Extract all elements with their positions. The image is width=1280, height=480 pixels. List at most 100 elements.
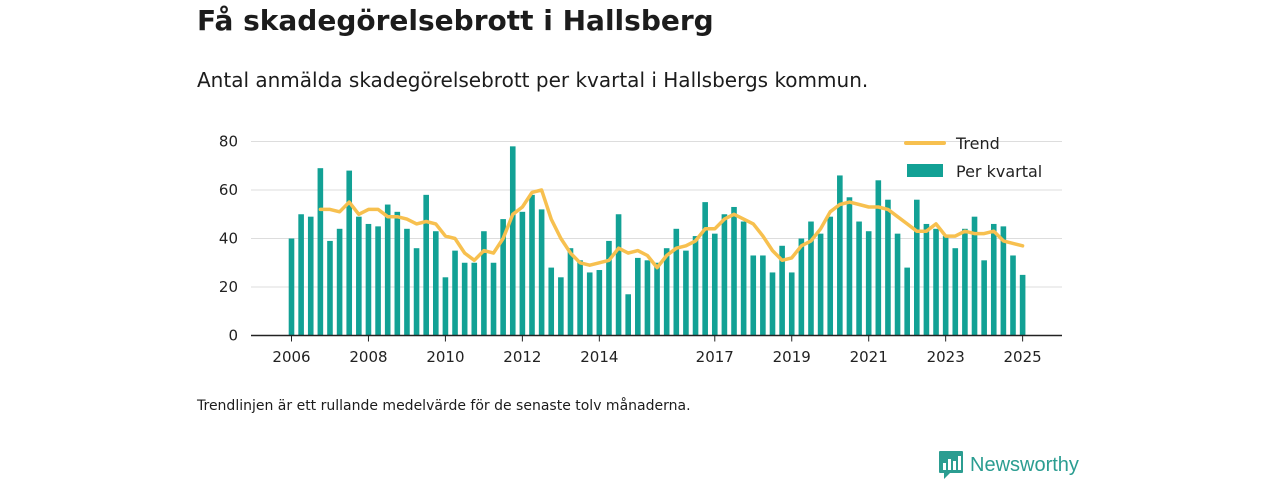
y-tick-label: 20 — [219, 278, 238, 296]
bar — [356, 216, 362, 336]
bar — [577, 260, 583, 336]
bar — [894, 233, 901, 336]
y-tick-label: 80 — [219, 133, 238, 151]
bar — [298, 214, 304, 336]
bar — [548, 267, 555, 336]
bar — [586, 272, 593, 336]
bar — [471, 262, 478, 336]
bar — [885, 199, 891, 336]
bar — [1019, 274, 1026, 336]
x-tick-label: 2017 — [696, 348, 734, 366]
bar — [365, 223, 372, 336]
bar — [654, 262, 660, 336]
chart-subtitle: Antal anmälda skadegörelsebrott per kvar… — [197, 68, 869, 92]
bar — [981, 260, 987, 336]
bar — [904, 267, 910, 336]
bar — [769, 272, 776, 336]
bar — [1000, 226, 1007, 336]
bar — [865, 231, 872, 336]
brand-name: Newsworthy — [970, 453, 1079, 476]
bar — [856, 221, 862, 336]
bar — [933, 228, 939, 336]
bar — [423, 194, 429, 336]
bar — [519, 211, 526, 336]
bar — [923, 223, 930, 336]
legend-trend-label: Trend — [955, 134, 1000, 153]
bar — [971, 216, 978, 336]
bar — [798, 238, 805, 336]
bar — [375, 226, 381, 336]
x-tick-label: 2021 — [850, 348, 888, 366]
bar — [692, 236, 699, 336]
bar — [817, 233, 824, 336]
x-tick-label: 2012 — [503, 348, 541, 366]
bar — [952, 248, 959, 336]
bar — [500, 219, 506, 336]
bar — [740, 221, 747, 336]
legend-bars-swatch — [907, 164, 943, 177]
x-tick-label: 2023 — [927, 348, 965, 366]
bar — [731, 206, 737, 336]
bar — [413, 248, 420, 336]
bar — [481, 231, 487, 336]
bar — [875, 180, 882, 336]
bar — [721, 214, 728, 336]
bar — [962, 228, 968, 336]
brand-logo: Newsworthy — [938, 450, 1079, 480]
bar — [827, 216, 834, 336]
bar — [711, 233, 718, 336]
bar — [635, 257, 641, 336]
x-tick-label: 2010 — [426, 348, 464, 366]
bar — [384, 204, 391, 336]
bar — [433, 231, 439, 336]
x-tick-label: 2008 — [349, 348, 387, 366]
bar — [327, 240, 333, 336]
legend-bars-label: Per kvartal — [956, 162, 1042, 181]
bar — [596, 270, 603, 336]
bar — [779, 245, 785, 336]
bar — [1010, 255, 1016, 336]
bar — [644, 260, 651, 336]
bar — [346, 170, 353, 336]
bar — [808, 221, 814, 336]
x-tick-label: 2025 — [1004, 348, 1042, 366]
chart-title: Få skadegörelsebrott i Hallsberg — [197, 4, 714, 37]
bar — [663, 248, 670, 336]
bar — [702, 202, 708, 336]
trend-line — [318, 188, 1025, 270]
bar — [394, 211, 401, 336]
bar — [288, 238, 295, 336]
bar — [788, 272, 795, 336]
bar — [538, 209, 545, 336]
bar — [307, 216, 314, 336]
y-tick-label: 60 — [219, 181, 238, 199]
trend-series — [318, 188, 1025, 270]
bar — [990, 223, 997, 336]
x-tick-label: 2019 — [773, 348, 811, 366]
bar — [750, 255, 757, 336]
bar — [461, 262, 468, 336]
bar — [837, 175, 843, 336]
bar — [914, 199, 920, 336]
bar — [625, 294, 631, 336]
bar — [317, 168, 324, 336]
bar — [615, 214, 622, 336]
x-tick-label: 2006 — [272, 348, 310, 366]
bar — [567, 248, 574, 336]
bar — [336, 228, 343, 336]
bar — [452, 250, 458, 336]
bar — [673, 228, 680, 336]
bar-series — [288, 146, 1026, 336]
bar — [683, 250, 689, 336]
bar — [942, 236, 949, 336]
bar — [404, 228, 410, 336]
y-tick-label: 40 — [219, 230, 238, 248]
legend: Trend Per kvartal — [904, 134, 1042, 181]
bar — [509, 146, 516, 336]
x-tick-label: 2014 — [580, 348, 618, 366]
bar — [442, 277, 449, 336]
bar — [490, 262, 497, 336]
bar — [760, 255, 766, 336]
bar — [606, 240, 612, 336]
